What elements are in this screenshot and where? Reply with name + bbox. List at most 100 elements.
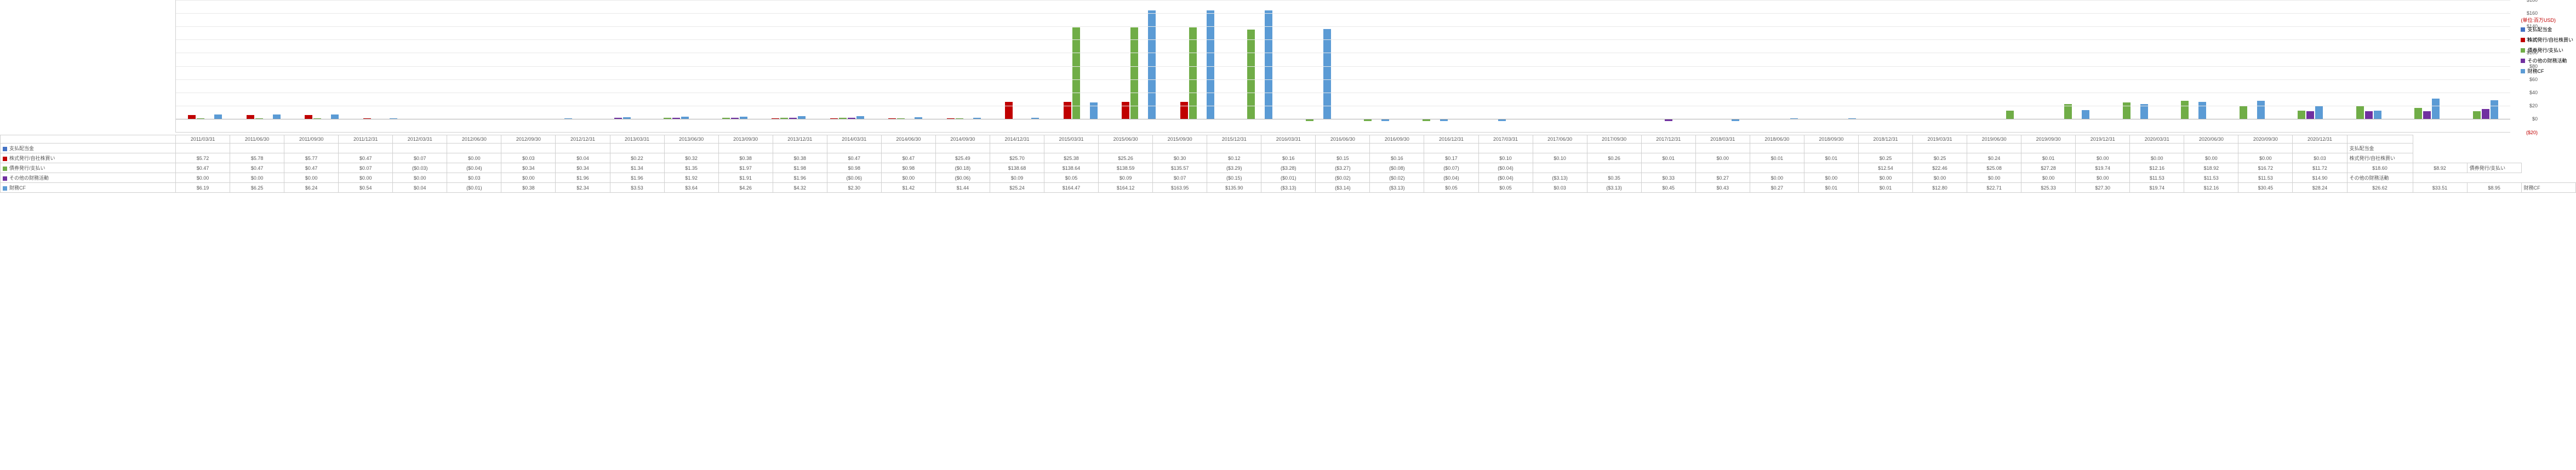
data-cell: $0.47 <box>176 163 230 173</box>
data-cell: $0.07 <box>1153 173 1207 183</box>
data-cell: ($3.29) <box>1207 163 1261 173</box>
data-cell: $4.26 <box>718 183 773 193</box>
data-cell: $16.72 <box>2238 163 2293 173</box>
data-cell: ($0.01) <box>447 183 501 193</box>
data-cell <box>1207 144 1261 153</box>
data-cell: $19.74 <box>2076 163 2130 173</box>
data-cell: $22.46 <box>1913 163 1967 173</box>
period-header: 2015/03/31 <box>1044 135 1099 144</box>
chart-plot-area: $0$20$40$60$80$100$120$140$160$180 ($20)… <box>175 0 2510 133</box>
data-cell: $0.00 <box>2238 153 2293 163</box>
data-cell: $0.00 <box>2076 153 2130 163</box>
data-cell <box>718 144 773 153</box>
data-cell: $6.25 <box>230 183 284 193</box>
data-cell: $1.96 <box>610 173 664 183</box>
data-cell: $8.95 <box>2467 183 2521 193</box>
data-cell: $0.47 <box>339 153 393 163</box>
period-header: 2016/03/31 <box>1261 135 1316 144</box>
data-cell: $0.38 <box>501 183 556 193</box>
data-cell <box>2021 144 2076 153</box>
legend-swatch <box>2521 27 2525 32</box>
data-cell: $0.27 <box>1695 173 1750 183</box>
data-cell: $0.16 <box>1261 153 1316 163</box>
data-cell: $138.64 <box>1044 163 1099 173</box>
data-cell <box>447 144 501 153</box>
data-cell: ($0.02) <box>1316 173 1370 183</box>
data-cell <box>773 144 827 153</box>
data-cell: $0.01 <box>1641 153 1695 163</box>
data-cell: $0.47 <box>881 153 935 163</box>
data-cell <box>1695 163 1750 173</box>
period-header: 2013/03/31 <box>610 135 664 144</box>
data-cell <box>664 144 718 153</box>
data-cell: $0.07 <box>339 163 393 173</box>
data-cell: $12.80 <box>1913 183 1967 193</box>
data-cell: $0.01 <box>1750 153 1804 163</box>
period-header: 2019/03/31 <box>1913 135 1967 144</box>
data-cell: $25.49 <box>935 153 990 163</box>
data-cell <box>990 144 1044 153</box>
data-cell: $0.00 <box>881 173 935 183</box>
period-header: 2019/12/31 <box>2076 135 2130 144</box>
data-cell: $0.47 <box>284 163 339 173</box>
unit-label: (単位:百万USD) <box>2521 16 2573 24</box>
data-cell: $0.00 <box>2076 173 2130 183</box>
period-header: 2020/03/31 <box>2130 135 2184 144</box>
data-cell: ($0.01) <box>1261 173 1316 183</box>
data-cell: ($0.04) <box>1478 173 1533 183</box>
data-cell <box>1750 163 1804 173</box>
row-tail-label: 債券発行/支払い <box>2467 163 2521 173</box>
data-cell: $30.45 <box>2238 183 2293 193</box>
data-cell: $11.53 <box>2184 173 2238 183</box>
data-cell: $1.97 <box>718 163 773 173</box>
data-cell: $6.24 <box>284 183 339 193</box>
data-cell: ($0.06) <box>935 173 990 183</box>
data-cell <box>2293 144 2347 153</box>
data-cell: $164.47 <box>1044 183 1099 193</box>
row-label: 支払配当金 <box>1 144 176 153</box>
data-cell <box>1858 144 1912 153</box>
data-cell <box>827 144 881 153</box>
legend-swatch <box>2521 69 2525 73</box>
period-header: 2011/09/30 <box>284 135 339 144</box>
data-cell: ($3.13) <box>1370 183 1424 193</box>
y-tick-label: $180 <box>2527 0 2538 3</box>
data-table: 2011/03/312011/06/302011/09/302011/12/31… <box>0 135 2576 193</box>
period-header: 2017/03/31 <box>1478 135 1533 144</box>
data-cell: $12.16 <box>2184 183 2238 193</box>
data-cell: ($0.04) <box>447 163 501 173</box>
data-cell: $0.01 <box>2021 153 2076 163</box>
data-cell <box>176 144 230 153</box>
data-cell: ($0.04) <box>1478 163 1533 173</box>
data-cell <box>935 144 990 153</box>
data-cell: $2.30 <box>827 183 881 193</box>
data-cell: $0.00 <box>393 173 447 183</box>
data-cell: $0.38 <box>718 153 773 163</box>
data-cell: $0.01 <box>1804 183 1858 193</box>
data-cell <box>1424 144 1478 153</box>
legend-label: 財務CF <box>2527 67 2544 74</box>
data-cell: $19.74 <box>2130 183 2184 193</box>
legend-item: その他の財務活動 <box>2521 57 2573 64</box>
data-cell <box>1261 144 1316 153</box>
data-cell: $0.00 <box>2184 153 2238 163</box>
data-cell: $0.16 <box>1370 153 1424 163</box>
data-cell: $0.09 <box>1099 173 1153 183</box>
row-swatch <box>3 157 7 161</box>
data-cell: $0.00 <box>1913 173 1967 183</box>
data-cell: ($3.14) <box>1316 183 1370 193</box>
data-cell: $1.96 <box>556 173 610 183</box>
data-cell: $6.19 <box>176 183 230 193</box>
period-header: 2019/06/30 <box>1967 135 2021 144</box>
data-cell: $12.16 <box>2130 163 2184 173</box>
data-cell: $0.35 <box>1587 173 1641 183</box>
period-header: 2013/09/30 <box>718 135 773 144</box>
data-cell: $0.00 <box>447 153 501 163</box>
row-label: 債券発行/支払い <box>1 163 176 173</box>
data-cell: $0.00 <box>501 173 556 183</box>
row-swatch <box>3 147 7 151</box>
data-cell: $0.30 <box>1153 153 1207 163</box>
data-cell: $0.03 <box>1533 183 1587 193</box>
period-header: 2012/09/30 <box>501 135 556 144</box>
period-header: 2020/09/30 <box>2238 135 2293 144</box>
